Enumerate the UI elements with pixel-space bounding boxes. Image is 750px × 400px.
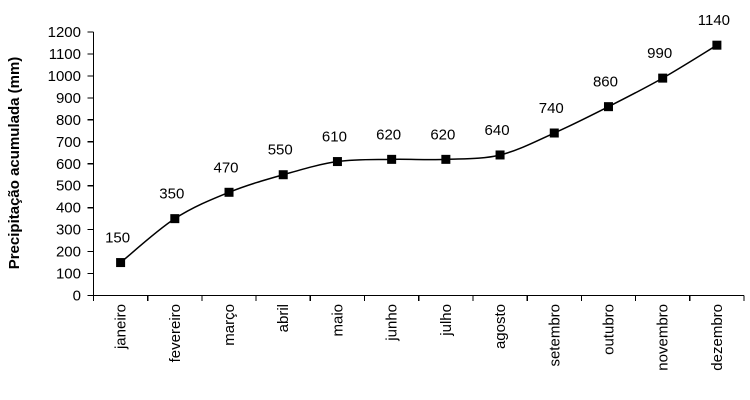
data-point-marker	[224, 187, 234, 197]
y-tick-label: 400	[56, 200, 81, 217]
x-tick-label: outubro	[600, 304, 617, 355]
data-point-marker	[495, 150, 505, 160]
data-label: 550	[268, 142, 293, 159]
data-label: 740	[539, 100, 564, 117]
data-point-marker	[116, 258, 126, 268]
data-label: 640	[485, 122, 510, 139]
data-label: 990	[647, 45, 672, 62]
data-point-marker	[332, 157, 342, 167]
x-tick-label: agosto	[492, 304, 509, 349]
y-tick-label: 1100	[49, 46, 81, 63]
data-label: 620	[376, 126, 401, 143]
x-tick-label: maio	[329, 304, 346, 337]
x-tick-label: fevereiro	[167, 304, 184, 362]
x-tick-label: março	[221, 304, 238, 346]
data-label: 620	[430, 126, 455, 143]
x-tick-label: setembro	[546, 304, 563, 367]
x-tick-label: janeiro	[113, 304, 130, 350]
x-tick-label: abril	[275, 304, 292, 332]
y-tick-label: 1200	[48, 24, 81, 41]
data-point-marker	[712, 40, 722, 50]
y-axis-title: Precipitação acumulada (mm)	[6, 57, 23, 270]
y-tick-label: 1000	[48, 68, 81, 85]
x-tick-label: junho	[384, 304, 401, 342]
x-tick-label: novembro	[655, 304, 672, 371]
y-tick-label: 200	[56, 244, 81, 261]
x-tick-label: julho	[438, 304, 455, 337]
data-point-marker	[603, 102, 613, 112]
y-tick-label: 900	[56, 90, 81, 107]
y-tick-label: 800	[56, 112, 81, 129]
data-point-marker	[170, 214, 180, 224]
data-label: 470	[214, 159, 239, 176]
data-label: 350	[159, 186, 184, 203]
data-label: 860	[593, 74, 618, 91]
data-point-marker	[658, 73, 668, 83]
data-point-marker	[387, 154, 397, 164]
data-point-marker	[278, 170, 288, 180]
y-tick-label: 0	[73, 288, 81, 305]
data-point-marker	[441, 154, 451, 164]
data-label: 1140	[698, 12, 730, 29]
series-line	[120, 44, 718, 264]
x-tick-label: dezembro	[709, 304, 726, 371]
y-tick-label: 500	[56, 178, 81, 195]
y-tick-label: 600	[56, 156, 81, 173]
y-tick-label: 100	[56, 266, 81, 283]
data-label: 150	[105, 230, 130, 247]
data-point-marker	[549, 128, 559, 138]
data-label: 610	[322, 129, 347, 146]
y-tick-label: 700	[56, 134, 81, 151]
y-tick-label: 300	[56, 222, 81, 239]
